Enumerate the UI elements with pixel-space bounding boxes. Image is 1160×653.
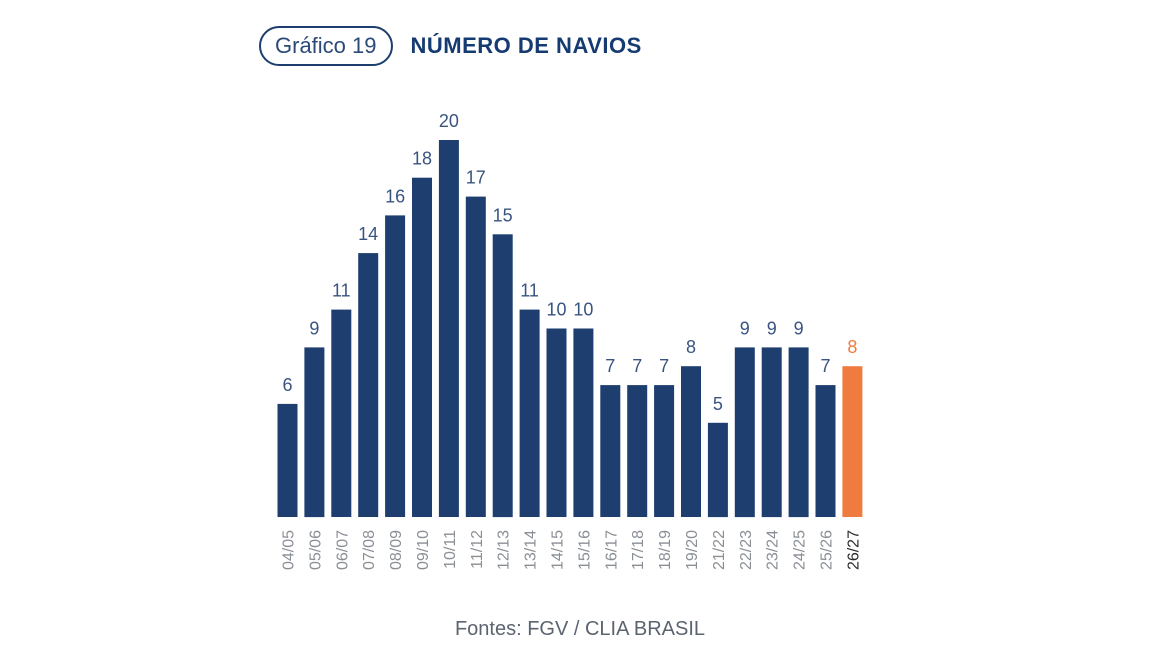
bar-13-14 [519,309,540,517]
bar-23-24 [761,347,782,518]
x-tick-14-15: 14/15 [550,530,567,570]
x-tick-16-17: 16/17 [603,530,620,570]
chart-header: Gráfico 19 NÚMERO DE NAVIOS [259,24,642,68]
x-tick-06-07: 06/07 [334,530,351,570]
bar-26-27 [842,366,863,517]
data-label-08-09: 16 [385,186,405,206]
data-label-19-20: 8 [686,337,696,357]
bar-18-19 [654,385,675,517]
bar-17-18 [627,385,648,517]
bar-12-13 [492,234,513,518]
data-label-07-08: 14 [358,224,378,244]
bar-22-23 [734,347,755,518]
data-label-22-23: 9 [740,318,750,338]
data-label-12-13: 15 [493,205,513,225]
x-tick-17-18: 17/18 [630,530,647,570]
bar-11-12 [465,196,486,517]
x-tick-10-11: 10/11 [442,530,459,569]
bar-15-16 [573,328,594,517]
data-label-23-24: 9 [767,318,777,338]
x-tick-22-23: 22/23 [738,530,755,570]
chart-title: NÚMERO DE NAVIOS [410,33,642,58]
x-tick-21-22: 21/22 [711,530,728,570]
chart-number-badge: Gráfico 19 [259,26,393,66]
bar-19-20 [681,366,701,517]
x-tick-13-14: 13/14 [523,530,540,570]
x-tick-23-24: 23/24 [765,530,782,570]
bar-04-05 [277,403,298,517]
data-label-04-05: 6 [282,375,292,395]
data-label-21-22: 5 [713,394,723,414]
data-label-24-25: 9 [794,318,804,338]
x-tick-09-10: 09/10 [415,530,432,570]
bar-10-11 [438,140,459,517]
data-label-11-12: 17 [466,168,486,188]
data-label-17-18: 7 [632,356,642,376]
bar-25-26 [815,385,836,517]
bar-06-07 [331,309,352,517]
x-tick-05-06: 05/06 [307,530,324,570]
x-tick-12-13: 12/13 [496,530,513,570]
x-tick-25-26: 25/26 [819,530,836,570]
source-note: Fontes: FGV / CLIA BRASIL [454,618,706,640]
x-tick-04-05: 04/05 [281,530,298,570]
data-label-16-17: 7 [605,356,615,376]
data-label-09-10: 18 [412,149,432,169]
bar-16-17 [600,385,621,517]
bar-05-06 [304,347,325,518]
bar-21-22 [707,422,728,518]
x-tick-11-12: 11/12 [469,530,486,569]
x-tick-07-08: 07/08 [361,530,378,570]
x-tick-26-27: 26/27 [845,530,862,570]
data-label-14-15: 10 [546,300,566,320]
x-tick-19-20: 19/20 [684,530,701,570]
bar-14-15 [546,328,567,517]
data-label-15-16: 10 [573,300,593,320]
bar-09-10 [412,177,432,517]
data-label-26-27: 8 [847,337,857,357]
bar-08-09 [385,215,406,517]
bar-24-25 [788,347,809,518]
x-tick-18-19: 18/19 [657,530,674,570]
bar-07-08 [358,253,379,517]
data-label-18-19: 7 [659,356,669,376]
data-label-10-11: 20 [439,111,459,131]
data-label-13-14: 11 [520,281,539,301]
data-label-05-06: 9 [309,318,319,338]
x-tick-15-16: 15/16 [576,530,593,570]
data-label-25-26: 7 [820,356,830,376]
x-tick-08-09: 08/09 [388,530,405,570]
data-label-06-07: 11 [332,281,351,301]
x-tick-24-25: 24/25 [792,530,809,570]
